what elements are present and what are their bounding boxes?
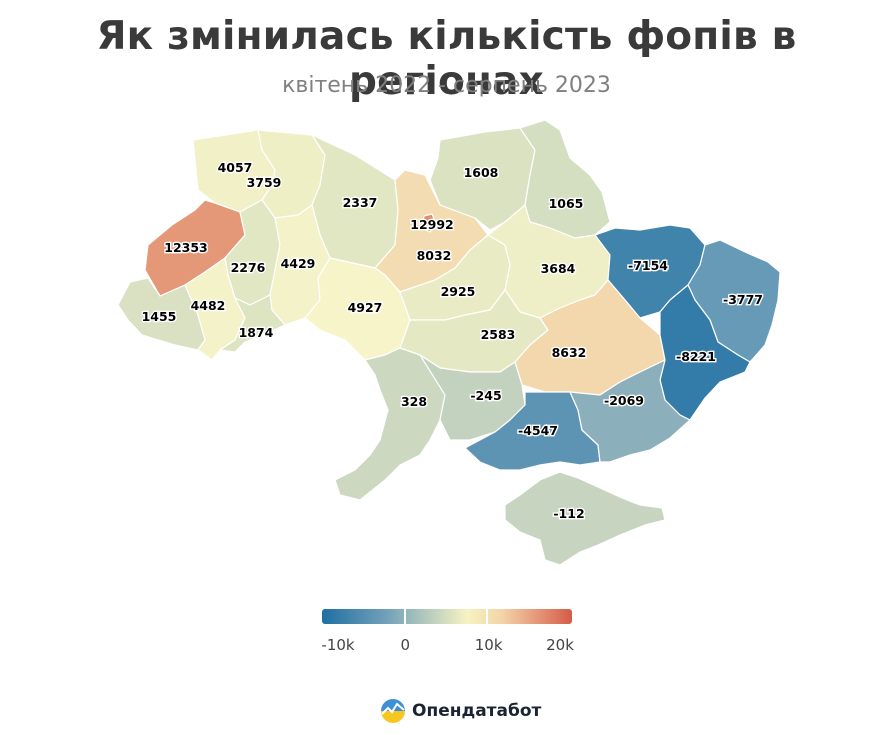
- region-value-label: 1455: [142, 309, 177, 324]
- brand-logo: Опендатабот: [380, 697, 541, 725]
- legend-gradient-bar: [322, 609, 572, 624]
- region-value-label: 2337: [343, 195, 378, 210]
- region-value-label: 3759: [247, 175, 282, 190]
- chart-title: Як змінилась кількість фопів в регіонах: [96, 14, 797, 104]
- brand-name: Опендатабот: [412, 701, 542, 721]
- region-value-label: 4927: [348, 300, 383, 315]
- region-value-label: 1874: [239, 325, 274, 340]
- region-value-label: 1065: [549, 196, 584, 211]
- region-value-label: 8632: [552, 345, 587, 360]
- region-value-label: 1608: [464, 165, 499, 180]
- region-value-label: 2925: [441, 284, 476, 299]
- legend-tick: [404, 609, 406, 624]
- region-chernivtsi[interactable]: [219, 294, 286, 353]
- region-value-label: 4482: [191, 298, 226, 313]
- region-value-label: -2069: [604, 393, 644, 408]
- region-value-label: -112: [553, 506, 584, 521]
- chart-subtitle: квітень 2022 - серпень 2023: [282, 73, 611, 98]
- region-value-label: -3777: [723, 292, 763, 307]
- region-value-label: -4547: [518, 423, 558, 438]
- legend-label: -10k: [321, 636, 355, 654]
- legend-label: 0: [400, 636, 411, 654]
- region-value-label: 328: [401, 394, 427, 409]
- region-value-label: 12353: [164, 240, 208, 255]
- region-value-label: -8221: [676, 349, 716, 364]
- region-odesa[interactable]: [334, 347, 446, 501]
- legend-tick: [486, 609, 488, 624]
- region-sumy[interactable]: [519, 119, 611, 239]
- region-value-label: 4429: [281, 256, 316, 271]
- region-zaporizhzhia[interactable]: [569, 359, 691, 463]
- region-value-label: 4057: [218, 160, 253, 175]
- region-kyiv-city[interactable]: [421, 213, 437, 233]
- region-value-label: 2276: [231, 260, 266, 275]
- region-value-label: -245: [470, 388, 501, 403]
- region-value-label: 12992: [410, 217, 454, 232]
- legend-label: 10k: [474, 636, 503, 654]
- region-value-label: 8032: [417, 248, 452, 263]
- opendatabot-logo-icon: [381, 699, 405, 723]
- color-legend: -10k 0 10k 20k: [321, 609, 574, 656]
- region-value-label: 3684: [541, 261, 576, 276]
- region-value-label: -7154: [628, 258, 668, 273]
- legend-label: 20k: [546, 636, 574, 654]
- region-crimea[interactable]: [504, 471, 666, 566]
- region-value-label: 2583: [481, 327, 516, 342]
